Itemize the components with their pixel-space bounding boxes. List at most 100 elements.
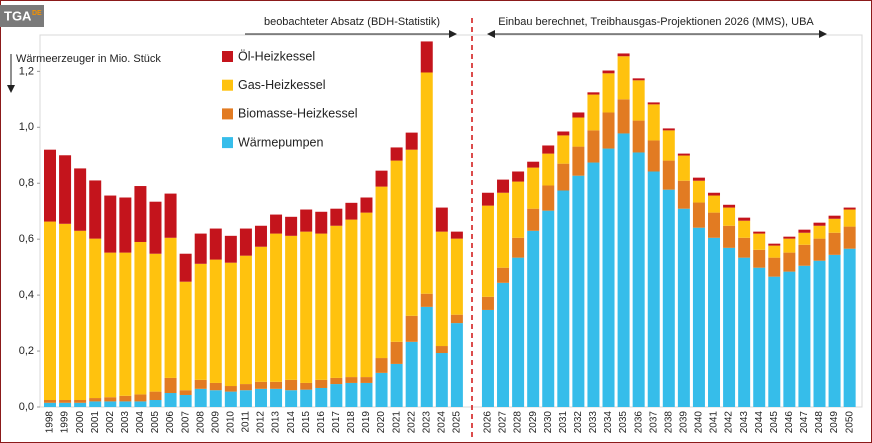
bar-segment	[209, 228, 222, 260]
bar-segment	[813, 260, 826, 407]
x-tick-label: 2012	[256, 411, 267, 434]
x-tick-label: 2046	[784, 411, 795, 434]
x-tick-label: 2001	[90, 411, 101, 434]
x-tick-label: 2034	[603, 411, 614, 434]
bar-segment	[497, 267, 510, 283]
bar-segment	[617, 56, 630, 100]
x-tick-label: 2006	[165, 411, 176, 434]
x-tick-label: 2011	[241, 411, 252, 433]
bar-segment	[783, 238, 796, 253]
bar-segment	[134, 186, 147, 242]
bar-segment	[360, 377, 373, 383]
bar-segment	[843, 226, 856, 249]
bar-segment	[209, 390, 222, 407]
bar-segment	[662, 189, 675, 407]
x-tick-label: 2035	[618, 411, 629, 434]
bar-segment	[405, 315, 418, 342]
bar-segment	[435, 353, 448, 407]
x-tick-label: 2036	[633, 411, 644, 434]
x-tick-label: 2016	[316, 411, 327, 434]
bar-segment	[330, 377, 343, 385]
x-tick-label: 2049	[829, 411, 840, 434]
bar-segment	[647, 104, 660, 141]
x-tick-label: 2032	[573, 411, 584, 434]
bar-segment	[239, 255, 252, 385]
bar-segment	[194, 388, 207, 407]
legend-text: Biomasse-Heizkessel	[238, 107, 357, 121]
bar-segment	[497, 192, 510, 268]
x-tick-label: 2030	[543, 411, 554, 434]
bar-segment	[285, 216, 298, 236]
bar-segment	[572, 117, 585, 147]
bar-segment	[481, 296, 494, 310]
x-tick-label: 2044	[754, 411, 765, 434]
x-tick-label: 2029	[528, 411, 539, 434]
x-tick-label: 2042	[724, 411, 735, 434]
bar-segment	[632, 152, 645, 407]
bar-segment	[662, 160, 675, 190]
annotation: Einbau berechnet, Treibhausgas-Projektio…	[498, 16, 814, 28]
bar-segment	[512, 181, 525, 238]
bar-segment	[239, 228, 252, 256]
x-tick-label: 2010	[225, 411, 236, 434]
bar-segment	[632, 78, 645, 81]
bar-segment	[89, 238, 102, 399]
bar-segment	[285, 390, 298, 407]
bar-segment	[813, 222, 826, 226]
x-tick-label: 2009	[210, 411, 221, 434]
bar-segment	[285, 379, 298, 391]
bar-segment	[602, 73, 615, 113]
annotation: beobachteter Absatz (BDH-Statistik)	[264, 16, 440, 28]
x-tick-label: 2014	[286, 411, 297, 434]
bar-segment	[572, 112, 585, 118]
bar-segment	[405, 341, 418, 407]
bar-segment	[813, 238, 826, 261]
bar-segment	[119, 395, 132, 402]
bar-segment	[708, 192, 721, 196]
bar-segment	[149, 400, 162, 407]
bar-segment	[330, 384, 343, 407]
bar-segment	[677, 208, 690, 407]
bar-segment	[209, 259, 222, 383]
bar-segment	[450, 314, 463, 324]
bar-segment	[843, 209, 856, 227]
x-tick-label: 2005	[150, 411, 161, 434]
bar-segment	[708, 212, 721, 238]
bar-segment	[587, 130, 600, 163]
bar-segment	[662, 128, 675, 131]
bar-segment	[723, 204, 736, 208]
bar-segment	[224, 391, 237, 407]
bar-segment	[723, 225, 736, 248]
bar-segment	[798, 244, 811, 266]
bar-segment	[89, 401, 102, 407]
x-tick-label: 2050	[844, 411, 855, 434]
bar-segment	[557, 190, 570, 407]
bar-segment	[239, 384, 252, 391]
bar-segment	[149, 201, 162, 254]
x-tick-label: 2004	[135, 411, 146, 434]
bar-segment	[315, 211, 328, 234]
x-tick-label: 2025	[452, 411, 463, 434]
bar-segment	[345, 202, 358, 220]
bar-segment	[450, 238, 463, 315]
bar-segment	[270, 214, 283, 234]
x-tick-label: 2019	[361, 411, 372, 434]
bar-segment	[74, 230, 87, 401]
bar-segment	[360, 197, 373, 213]
bar-segment	[134, 401, 147, 407]
bar-segment	[753, 231, 766, 234]
x-tick-label: 2027	[498, 411, 509, 434]
bar-segment	[587, 92, 600, 95]
bar-segment	[617, 133, 630, 407]
x-tick-label: 2008	[195, 411, 206, 434]
bar-segment	[44, 149, 56, 222]
bar-segment	[104, 195, 117, 253]
bar-segment	[481, 192, 494, 206]
bar-segment	[647, 102, 660, 105]
bar-segment	[481, 309, 494, 407]
bar-segment	[647, 140, 660, 172]
bar-segment	[527, 208, 540, 231]
bar-segment	[632, 120, 645, 153]
logo-box	[0, 5, 44, 27]
legend-text: Gas-Heizkessel	[238, 78, 326, 92]
